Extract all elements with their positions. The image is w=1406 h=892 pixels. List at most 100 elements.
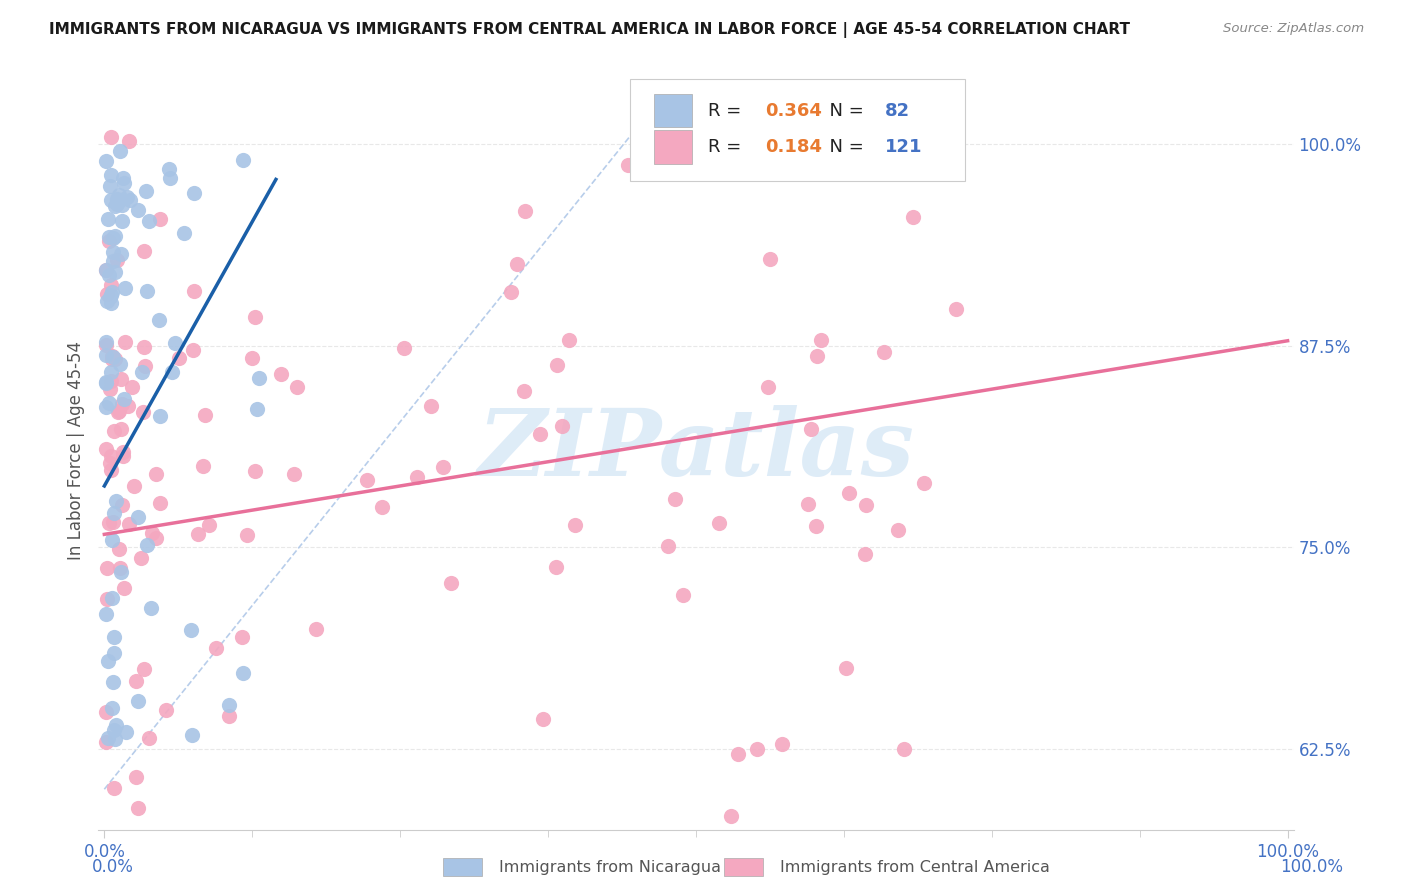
Point <box>107 542 129 557</box>
Point <box>127 800 149 814</box>
Point <box>107 405 129 419</box>
Point <box>117 189 139 203</box>
Point <box>103 506 125 520</box>
Point <box>707 516 730 530</box>
Point <box>720 809 742 823</box>
Point <box>101 285 124 299</box>
Point <box>127 509 149 524</box>
Point <box>139 600 162 615</box>
Point <box>100 193 122 207</box>
Point <box>218 698 240 712</box>
Point <box>94 376 117 390</box>
Text: 121: 121 <box>884 138 922 156</box>
Point <box>163 336 186 351</box>
Point <box>103 424 125 438</box>
Point <box>100 288 122 302</box>
Point <box>531 713 554 727</box>
Point <box>100 450 122 464</box>
Point <box>132 405 155 419</box>
Point <box>432 460 454 475</box>
Point <box>440 576 463 591</box>
Point <box>145 467 167 482</box>
Point <box>796 497 818 511</box>
Point <box>118 517 141 532</box>
Point <box>101 516 124 530</box>
Point <box>100 463 122 477</box>
Point <box>101 244 124 259</box>
Point <box>114 725 136 739</box>
Point <box>112 392 135 407</box>
Point <box>141 526 163 541</box>
Point <box>94 263 117 277</box>
Point <box>94 400 117 414</box>
Point <box>100 130 122 145</box>
Point <box>546 559 568 574</box>
FancyBboxPatch shape <box>630 79 965 181</box>
Point <box>283 467 305 481</box>
Point <box>558 333 581 347</box>
Point <box>94 262 117 277</box>
Text: Immigrants from Nicaragua: Immigrants from Nicaragua <box>499 860 721 874</box>
Point <box>94 735 117 749</box>
FancyBboxPatch shape <box>654 130 692 164</box>
Point <box>855 499 877 513</box>
Point <box>513 384 536 398</box>
Text: IMMIGRANTS FROM NICARAGUA VS IMMIGRANTS FROM CENTRAL AMERICA IN LABOR FORCE | AG: IMMIGRANTS FROM NICARAGUA VS IMMIGRANTS … <box>49 22 1130 38</box>
Point <box>127 694 149 708</box>
Point <box>94 335 117 350</box>
Point <box>887 523 910 537</box>
Point <box>305 622 328 636</box>
Point <box>100 168 122 182</box>
Point <box>617 158 640 172</box>
Point <box>135 538 157 552</box>
Point <box>159 170 181 185</box>
Text: 0.184: 0.184 <box>765 138 823 156</box>
Point <box>112 582 135 596</box>
Point <box>124 479 146 493</box>
Point <box>912 475 935 490</box>
Point <box>108 560 131 574</box>
Point <box>97 230 120 244</box>
Point <box>110 144 132 158</box>
Point <box>181 728 204 742</box>
Point <box>513 203 536 218</box>
Point <box>853 547 876 561</box>
Point <box>218 708 240 723</box>
Point <box>800 422 823 436</box>
Point <box>671 588 693 602</box>
Point <box>890 153 912 167</box>
Text: R =: R = <box>709 138 747 156</box>
Point <box>98 516 121 530</box>
Point <box>183 186 205 200</box>
Point <box>149 495 172 509</box>
Point <box>101 253 124 268</box>
Point <box>157 161 180 176</box>
Y-axis label: In Labor Force | Age 45-54: In Labor Force | Age 45-54 <box>66 341 84 560</box>
Point <box>193 459 215 474</box>
Point <box>105 192 128 206</box>
Point <box>134 662 156 676</box>
Point <box>104 228 127 243</box>
Point <box>180 623 202 637</box>
Point <box>756 380 779 394</box>
Point <box>770 737 793 751</box>
Point <box>103 646 125 660</box>
Point <box>117 399 139 413</box>
Point <box>108 404 131 418</box>
Point <box>97 396 120 410</box>
Point <box>181 343 204 358</box>
Point <box>835 661 858 675</box>
Point <box>194 409 217 423</box>
Point <box>419 399 441 413</box>
Point <box>104 352 127 367</box>
FancyBboxPatch shape <box>654 95 692 128</box>
Text: 100.0%: 100.0% <box>1279 858 1343 876</box>
Point <box>110 422 132 436</box>
Point <box>505 256 527 270</box>
Point <box>105 718 128 732</box>
Point <box>131 365 153 379</box>
Point <box>101 591 124 605</box>
Point <box>100 365 122 379</box>
Text: N =: N = <box>818 138 869 156</box>
Point <box>111 171 134 186</box>
